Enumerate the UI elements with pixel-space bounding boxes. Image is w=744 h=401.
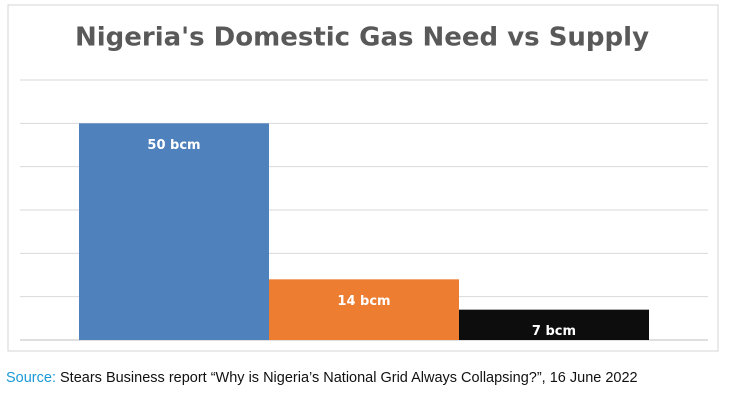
bar — [269, 279, 459, 340]
value-label: 50 bcm — [147, 138, 200, 153]
bar — [459, 309, 649, 340]
source-text: Stears Business report “Why is Nigeria’s… — [60, 370, 638, 386]
source: Source: Stears Business report “Why is N… — [6, 370, 638, 386]
chart: Nigeria's Domestic Gas Need vs Supply 50… — [7, 4, 719, 352]
value-label: 7 bcm — [532, 324, 576, 339]
source-label: Source: — [6, 370, 56, 386]
chart-title: Nigeria's Domestic Gas Need vs Supply — [75, 23, 649, 53]
bar — [79, 123, 269, 340]
value-label: 14 bcm — [337, 294, 390, 309]
